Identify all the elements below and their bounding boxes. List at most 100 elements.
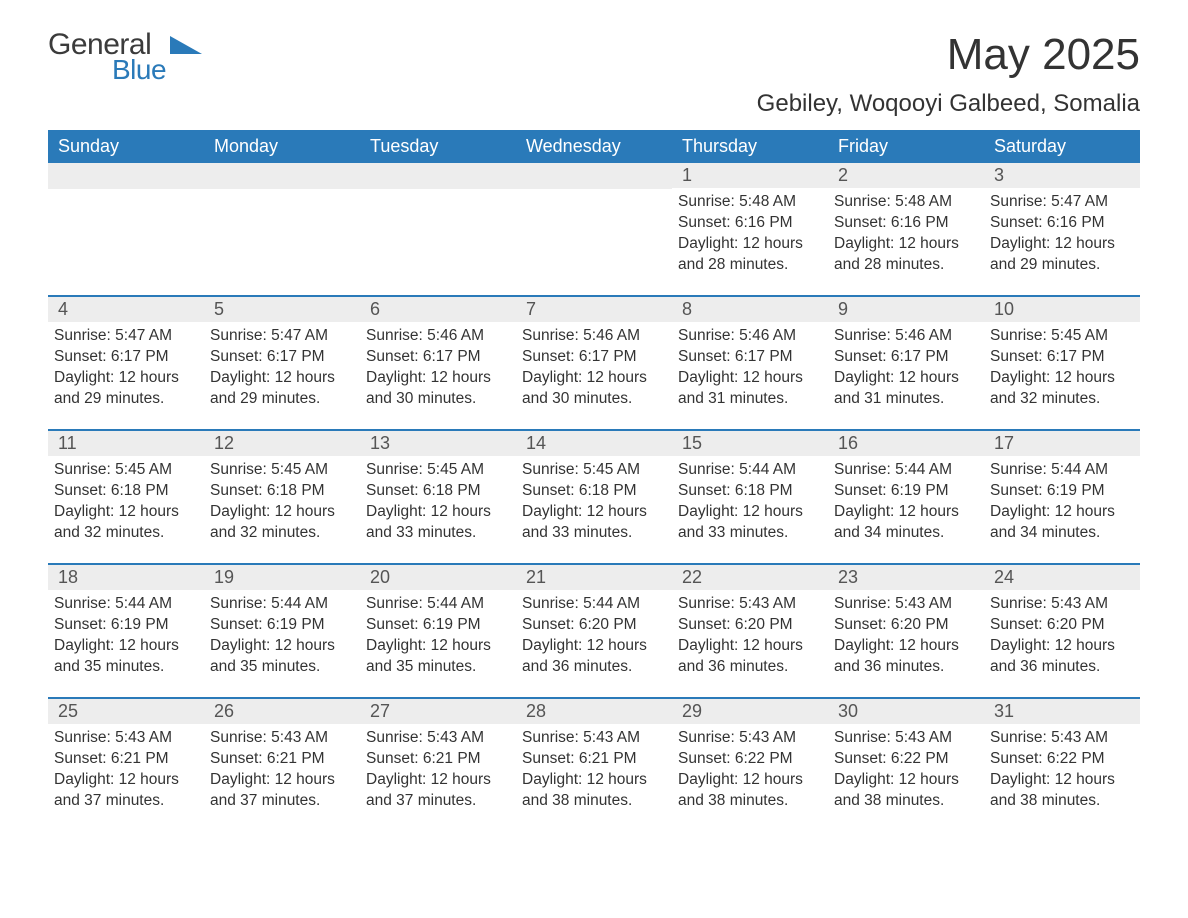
- day-number: 1: [672, 163, 828, 188]
- day-detail-line: Sunrise: 5:44 AM: [834, 460, 978, 481]
- day-detail-line: Sunrise: 5:47 AM: [990, 192, 1134, 213]
- weekday-header: Thursday: [672, 130, 828, 163]
- calendar-day-cell: 31Sunrise: 5:43 AMSunset: 6:22 PMDayligh…: [984, 699, 1140, 831]
- day-detail-line: Sunrise: 5:43 AM: [678, 728, 822, 749]
- day-detail-line: Sunrise: 5:45 AM: [54, 460, 198, 481]
- day-detail-line: Sunrise: 5:43 AM: [834, 594, 978, 615]
- day-detail-line: Sunset: 6:17 PM: [678, 347, 822, 368]
- calendar-day-cell: [360, 163, 516, 295]
- weekday-header: Sunday: [48, 130, 204, 163]
- day-details: Sunrise: 5:43 AMSunset: 6:22 PMDaylight:…: [984, 724, 1140, 812]
- empty-day-header: [516, 163, 672, 189]
- calendar-day-cell: 27Sunrise: 5:43 AMSunset: 6:21 PMDayligh…: [360, 699, 516, 831]
- header-block: General Blue May 2025 Gebiley, Woqooyi G…: [48, 30, 1140, 118]
- logo-triangle-icon: [170, 36, 202, 54]
- day-detail-line: Daylight: 12 hours: [834, 770, 978, 791]
- day-detail-line: Sunrise: 5:46 AM: [678, 326, 822, 347]
- calendar-day-cell: 22Sunrise: 5:43 AMSunset: 6:20 PMDayligh…: [672, 565, 828, 697]
- day-detail-line: Daylight: 12 hours: [366, 502, 510, 523]
- calendar-day-cell: 20Sunrise: 5:44 AMSunset: 6:19 PMDayligh…: [360, 565, 516, 697]
- calendar-day-cell: 1Sunrise: 5:48 AMSunset: 6:16 PMDaylight…: [672, 163, 828, 295]
- day-detail-line: Sunset: 6:16 PM: [990, 213, 1134, 234]
- day-details: Sunrise: 5:43 AMSunset: 6:20 PMDaylight:…: [828, 590, 984, 678]
- title-block: May 2025 Gebiley, Woqooyi Galbeed, Somal…: [757, 30, 1140, 118]
- weekday-header: Wednesday: [516, 130, 672, 163]
- day-detail-line: Sunset: 6:16 PM: [834, 213, 978, 234]
- day-detail-line: Sunrise: 5:44 AM: [990, 460, 1134, 481]
- calendar-day-cell: 8Sunrise: 5:46 AMSunset: 6:17 PMDaylight…: [672, 297, 828, 429]
- day-detail-line: Sunset: 6:22 PM: [834, 749, 978, 770]
- day-detail-line: Sunset: 6:18 PM: [522, 481, 666, 502]
- calendar-day-cell: 5Sunrise: 5:47 AMSunset: 6:17 PMDaylight…: [204, 297, 360, 429]
- weekday-header: Monday: [204, 130, 360, 163]
- day-detail-line: Daylight: 12 hours: [54, 770, 198, 791]
- day-detail-line: Sunset: 6:22 PM: [990, 749, 1134, 770]
- day-detail-line: and 33 minutes.: [678, 523, 822, 544]
- day-number: 7: [516, 297, 672, 322]
- calendar-day-cell: 19Sunrise: 5:44 AMSunset: 6:19 PMDayligh…: [204, 565, 360, 697]
- day-number: 30: [828, 699, 984, 724]
- day-number: 2: [828, 163, 984, 188]
- day-detail-line: Daylight: 12 hours: [990, 770, 1134, 791]
- day-detail-line: Daylight: 12 hours: [210, 636, 354, 657]
- day-detail-line: Daylight: 12 hours: [990, 234, 1134, 255]
- day-detail-line: and 34 minutes.: [834, 523, 978, 544]
- day-detail-line: Daylight: 12 hours: [522, 502, 666, 523]
- calendar-day-cell: 3 Sunrise: 5:47 AMSunset: 6:16 PMDaylight…: [984, 163, 1140, 295]
- day-detail-line: Sunrise: 5:43 AM: [366, 728, 510, 749]
- day-detail-line: Daylight: 12 hours: [678, 502, 822, 523]
- day-details: Sunrise: 5:44 AMSunset: 6:20 PMDaylight:…: [516, 590, 672, 678]
- day-number: 3: [984, 163, 1140, 188]
- calendar-week-row: 4Sunrise: 5:47 AMSunset: 6:17 PMDaylight…: [48, 295, 1140, 429]
- day-number: 10: [984, 297, 1140, 322]
- day-detail-line: Daylight: 12 hours: [834, 636, 978, 657]
- day-detail-line: Sunset: 6:18 PM: [210, 481, 354, 502]
- calendar-day-cell: 9Sunrise: 5:46 AMSunset: 6:17 PMDaylight…: [828, 297, 984, 429]
- day-detail-line: and 36 minutes.: [678, 657, 822, 678]
- day-detail-line: Sunset: 6:19 PM: [54, 615, 198, 636]
- calendar-week-row: 11Sunrise: 5:45 AMSunset: 6:18 PMDayligh…: [48, 429, 1140, 563]
- day-details: Sunrise: 5:44 AMSunset: 6:19 PMDaylight:…: [48, 590, 204, 678]
- day-detail-line: Sunrise: 5:43 AM: [990, 594, 1134, 615]
- day-detail-line: Daylight: 12 hours: [366, 368, 510, 389]
- calendar-day-cell: [516, 163, 672, 295]
- day-detail-line: Daylight: 12 hours: [990, 636, 1134, 657]
- day-number: 16: [828, 431, 984, 456]
- day-detail-line: and 31 minutes.: [678, 389, 822, 410]
- day-details: Sunrise: 5:44 AMSunset: 6:19 PMDaylight:…: [360, 590, 516, 678]
- day-number: 9: [828, 297, 984, 322]
- calendar-day-cell: 10Sunrise: 5:45 AMSunset: 6:17 PMDayligh…: [984, 297, 1140, 429]
- day-detail-line: Sunset: 6:20 PM: [678, 615, 822, 636]
- day-detail-line: and 38 minutes.: [522, 791, 666, 812]
- day-detail-line: Sunset: 6:17 PM: [834, 347, 978, 368]
- calendar-day-cell: 6Sunrise: 5:46 AMSunset: 6:17 PMDaylight…: [360, 297, 516, 429]
- day-detail-line: and 32 minutes.: [54, 523, 198, 544]
- day-detail-line: and 30 minutes.: [522, 389, 666, 410]
- day-detail-line: Sunrise: 5:45 AM: [522, 460, 666, 481]
- day-detail-line: Sunset: 6:17 PM: [522, 347, 666, 368]
- day-detail-line: Sunset: 6:17 PM: [210, 347, 354, 368]
- calendar-day-cell: 2Sunrise: 5:48 AMSunset: 6:16 PMDaylight…: [828, 163, 984, 295]
- day-details: Sunrise: 5:44 AMSunset: 6:18 PMDaylight:…: [672, 456, 828, 544]
- day-number: 27: [360, 699, 516, 724]
- day-detail-line: Daylight: 12 hours: [210, 502, 354, 523]
- day-detail-line: Daylight: 12 hours: [834, 234, 978, 255]
- day-detail-line: Sunset: 6:19 PM: [366, 615, 510, 636]
- empty-day-header: [360, 163, 516, 189]
- day-detail-line: Sunrise: 5:44 AM: [522, 594, 666, 615]
- day-details: Sunrise: 5:44 AMSunset: 6:19 PMDaylight:…: [828, 456, 984, 544]
- day-number: 4: [48, 297, 204, 322]
- day-details: Sunrise: 5:43 AMSunset: 6:21 PMDaylight:…: [204, 724, 360, 812]
- day-number: 12: [204, 431, 360, 456]
- day-detail-line: Sunrise: 5:44 AM: [366, 594, 510, 615]
- day-detail-line: and 38 minutes.: [990, 791, 1134, 812]
- day-detail-line: Daylight: 12 hours: [678, 368, 822, 389]
- day-detail-line: and 37 minutes.: [210, 791, 354, 812]
- location-subtitle: Gebiley, Woqooyi Galbeed, Somalia: [757, 90, 1140, 118]
- day-detail-line: and 28 minutes.: [678, 255, 822, 276]
- day-detail-line: Daylight: 12 hours: [522, 368, 666, 389]
- day-detail-line: and 38 minutes.: [834, 791, 978, 812]
- day-detail-line: and 36 minutes.: [990, 657, 1134, 678]
- day-number: 21: [516, 565, 672, 590]
- calendar-day-cell: [48, 163, 204, 295]
